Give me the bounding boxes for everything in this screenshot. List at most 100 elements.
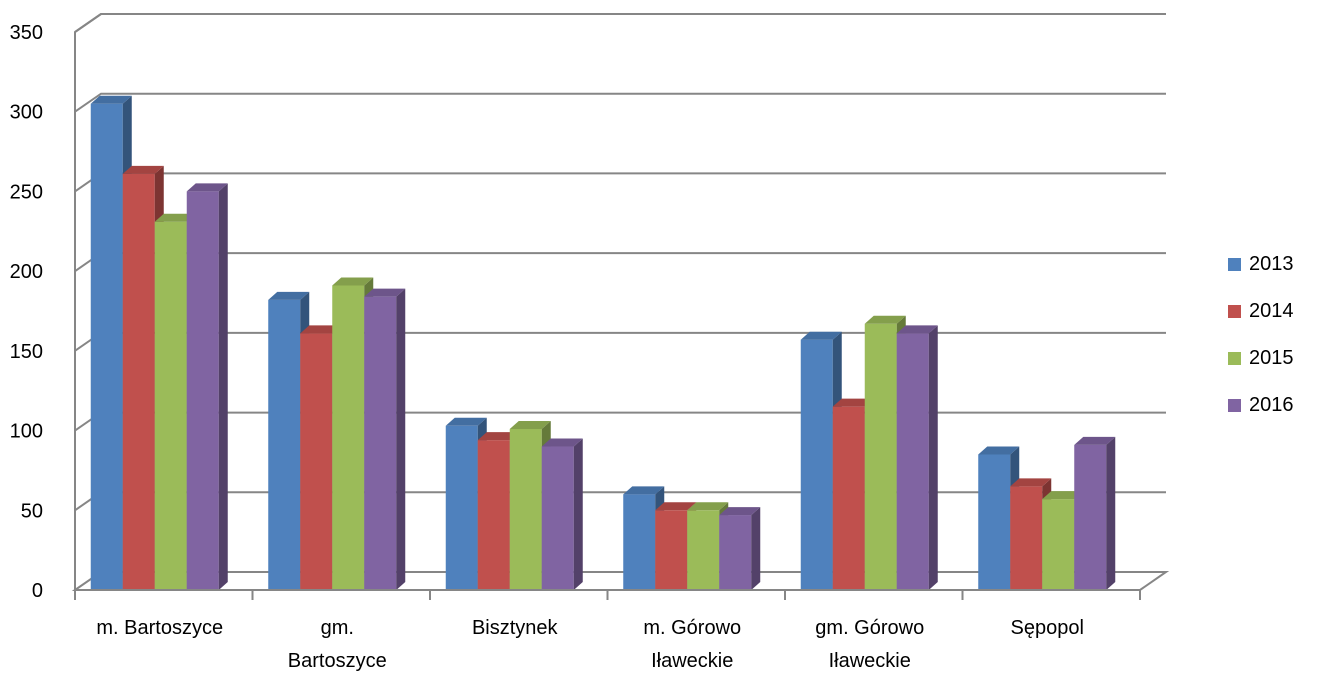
legend-swatch [1228, 304, 1241, 318]
legend-swatch [1228, 398, 1241, 412]
x-tick-label: Sępopol [1011, 617, 1084, 639]
gridline [74, 92, 1166, 113]
y-tick-label: 150 [10, 341, 43, 363]
y-tick-label: 100 [10, 421, 43, 443]
bar-front [655, 510, 688, 590]
bar-front [186, 191, 219, 590]
bar-top [896, 325, 938, 334]
x-tick-label: Iławeckie [829, 650, 911, 672]
y-tick-label: 300 [10, 102, 43, 124]
y-tick-label: 250 [10, 181, 43, 203]
bar-side [218, 183, 228, 590]
y-tick-label: 350 [10, 22, 43, 44]
legend-swatch [1228, 257, 1241, 271]
bar [364, 288, 406, 590]
bar-top [268, 291, 310, 300]
bar-side [396, 288, 406, 590]
y-tick-label: 50 [21, 500, 43, 522]
bar-top [364, 288, 406, 297]
x-tick-label: Bartoszyce [288, 650, 387, 672]
legend: 2013 2014 2015 2016 [1228, 252, 1294, 440]
bar-front [154, 221, 187, 590]
bar-side [928, 325, 938, 590]
bar-top [509, 420, 551, 429]
bar-front [1042, 499, 1075, 590]
bar-top [332, 277, 374, 286]
bars [90, 95, 1116, 591]
bar [186, 183, 228, 590]
bar-front [122, 173, 155, 591]
bar-top [978, 446, 1020, 455]
y-axis: 0 50 100 150 200 250 300 350 [10, 22, 43, 602]
legend-label: 2014 [1249, 299, 1294, 322]
x-tick-label: m. Bartoszyce [96, 617, 223, 639]
gridline [74, 411, 1166, 432]
bar-front [541, 446, 574, 590]
legend-item: 2013 [1228, 252, 1294, 276]
gridline [74, 331, 1166, 352]
legend-item: 2014 [1228, 299, 1294, 323]
y-tick-label: 0 [32, 580, 43, 602]
bar-front [1074, 444, 1107, 590]
legend-item: 2015 [1228, 346, 1294, 370]
bar-front [445, 425, 478, 590]
bar-top [864, 315, 906, 324]
bar-top [719, 507, 761, 516]
bar-top [655, 502, 697, 511]
bar-front [90, 103, 123, 590]
bar-top [687, 502, 729, 511]
gridlines [74, 13, 1166, 512]
bar-top [445, 417, 487, 426]
bar-top [1010, 478, 1052, 487]
bar-front [509, 428, 542, 590]
gridline [74, 13, 1166, 33]
x-axis: m. Bartoszyce gm. Bartoszyce Bisztynek m. Gó… [74, 589, 1141, 672]
bar-top [800, 331, 842, 340]
gridline [74, 252, 1166, 272]
legend-label: 2015 [1249, 346, 1294, 369]
x-tick-label: Bisztynek [472, 617, 559, 639]
bar-top [186, 183, 228, 192]
x-tick-label: m. Górowo [643, 617, 741, 639]
bar-top [90, 95, 132, 104]
bar [896, 325, 938, 590]
bar-top [154, 213, 196, 222]
bar-front [300, 333, 333, 590]
bar-front [832, 406, 865, 590]
x-tick-label: Iławeckie [651, 650, 733, 672]
bar [719, 507, 761, 590]
bar-front [864, 323, 897, 590]
x-tick-label: gm. Górowo [815, 617, 924, 639]
bar-side [573, 438, 583, 590]
bar-front [719, 515, 752, 590]
x-tick-label: gm. [321, 617, 354, 639]
bar-front [896, 333, 929, 590]
bar-front [1010, 486, 1043, 590]
bar-front [687, 510, 720, 590]
bar-front [800, 339, 833, 590]
legend-item: 2016 [1228, 393, 1294, 417]
bar-top [477, 432, 519, 441]
bar-top [1074, 436, 1116, 445]
bar-top [300, 325, 342, 334]
bar [541, 438, 583, 590]
bar-front [978, 454, 1011, 590]
bar-front [332, 285, 365, 590]
legend-swatch [1228, 351, 1241, 365]
y-tick-label: 200 [10, 261, 43, 283]
bar-top [832, 398, 874, 407]
gridline [74, 172, 1166, 193]
bar-front [623, 494, 656, 590]
bar [1074, 436, 1116, 590]
bar-top [1042, 491, 1084, 500]
bar-side [751, 507, 761, 590]
bar-top [122, 165, 164, 174]
bar-front [268, 299, 301, 590]
bar-front [477, 440, 510, 590]
bar-top [541, 438, 583, 447]
legend-label: 2016 [1249, 393, 1294, 416]
bar-front [364, 296, 397, 590]
legend-label: 2013 [1249, 252, 1294, 275]
bar-top [623, 486, 665, 495]
